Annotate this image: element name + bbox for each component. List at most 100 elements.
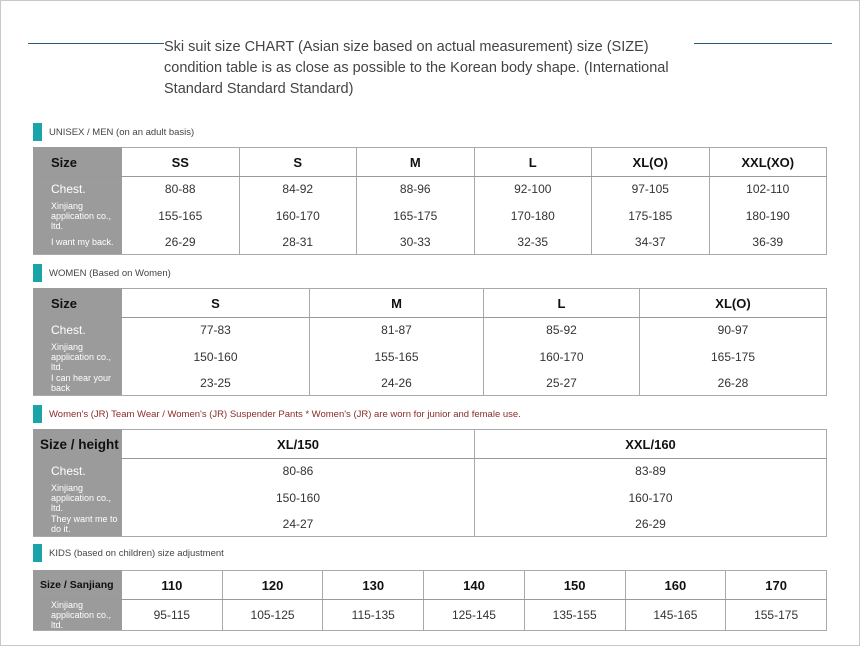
section-marker	[33, 544, 42, 562]
section-title: UNISEX / MEN (on an adult basis)	[49, 126, 195, 138]
size-cell: 150	[523, 570, 626, 600]
value-cell: 115-135	[322, 599, 425, 631]
value-cell: 160-170	[474, 482, 827, 513]
table-row: I want my back. 26-29 28-31 30-33 32-35 …	[33, 230, 827, 255]
size-table-kids: Size / Sanjiang 110 120 130 140 150 160 …	[33, 570, 827, 631]
size-table-junior: Size / height XL/150 XXL/160 Chest. 80-8…	[33, 429, 827, 537]
value-cell: 165-175	[639, 341, 827, 372]
value-cell: 155-165	[309, 341, 484, 372]
value-cell: 25-27	[483, 371, 640, 396]
value-cell: 165-175	[356, 200, 475, 231]
size-label: Size	[33, 147, 122, 177]
size-cell: SS	[121, 147, 240, 177]
value-cell: 90-97	[639, 317, 827, 342]
value-cell: 150-160	[121, 482, 475, 513]
table-row: Chest. 77-83 81-87 85-92 90-97	[33, 317, 827, 342]
size-cell: L	[473, 147, 592, 177]
value-cell: 92-100	[473, 176, 592, 201]
value-cell: 81-87	[309, 317, 484, 342]
table-row: I can hear your back 23-25 24-26 25-27 2…	[33, 371, 827, 396]
value-cell: 135-155	[523, 599, 626, 631]
header-rule-left	[28, 43, 164, 44]
value-cell: 105-125	[221, 599, 324, 631]
value-cell: 155-165	[121, 200, 240, 231]
row-label: I can hear your back	[33, 371, 122, 396]
row-label: Xinjiang application co., ltd.	[33, 599, 122, 631]
size-cell: 110	[121, 570, 223, 600]
size-cell: XL/150	[121, 429, 475, 459]
value-cell: 24-26	[309, 371, 484, 396]
value-cell: 77-83	[121, 317, 310, 342]
section-title: Women's (JR) Team Wear / Women's (JR) Su…	[49, 408, 521, 420]
section-header-men: UNISEX / MEN (on an adult basis)	[33, 123, 194, 141]
value-cell: 26-28	[639, 371, 827, 396]
size-cell: S	[121, 288, 310, 318]
row-label: I want my back.	[33, 230, 122, 255]
size-table-men: Size SS S M L XL(O) XXL(XO) Chest. 80-88…	[33, 147, 827, 255]
header-rule-right	[694, 43, 832, 44]
section-title: WOMEN (Based on Women)	[49, 267, 171, 279]
size-cell: M	[309, 288, 484, 318]
table-row: They want me to do it. 24-27 26-29	[33, 512, 827, 537]
table-row: Xinjiang application co., ltd. 150-160 1…	[33, 482, 827, 513]
value-cell: 26-29	[121, 230, 240, 255]
value-cell: 95-115	[121, 599, 223, 631]
row-label: Chest.	[33, 317, 122, 342]
size-cell: XXL(XO)	[708, 147, 827, 177]
section-marker	[33, 123, 42, 141]
value-cell: 102-110	[708, 176, 827, 201]
table-row: Chest. 80-88 84-92 88-96 92-100 97-105 1…	[33, 176, 827, 201]
value-cell: 85-92	[483, 317, 640, 342]
value-cell: 160-170	[238, 200, 357, 231]
value-cell: 175-185	[591, 200, 710, 231]
size-cell: 170	[725, 570, 827, 600]
table-header-row: Size S M L XL(O)	[33, 288, 827, 318]
row-label: Chest.	[33, 458, 122, 483]
section-header-women: WOMEN (Based on Women)	[33, 264, 171, 282]
value-cell: 24-27	[121, 512, 475, 537]
value-cell: 145-165	[624, 599, 727, 631]
table-row: Xinjiang application co., ltd. 95-115 10…	[33, 599, 827, 631]
intro-text: Ski suit size CHART (Asian size based on…	[164, 39, 669, 97]
size-label: Size	[33, 288, 122, 318]
section-marker	[33, 405, 42, 423]
size-cell: 140	[423, 570, 525, 600]
table-row: Chest. 80-86 83-89	[33, 458, 827, 483]
value-cell: 155-175	[725, 599, 827, 631]
value-cell: 125-145	[423, 599, 525, 631]
row-label: Xinjiang application co., ltd.	[33, 200, 122, 231]
row-label: They want me to do it.	[33, 512, 122, 537]
table-header-row: Size / Sanjiang 110 120 130 140 150 160 …	[33, 570, 827, 600]
value-cell: 80-86	[121, 458, 475, 483]
size-label: Size / height	[33, 429, 122, 459]
size-cell: 130	[322, 570, 425, 600]
size-table-women: Size S M L XL(O) Chest. 77-83 81-87 85-9…	[33, 288, 827, 396]
table-row: Xinjiang application co., ltd. 150-160 1…	[33, 341, 827, 372]
row-label: Xinjiang application co., ltd.	[33, 482, 122, 513]
value-cell: 88-96	[356, 176, 475, 201]
section-title: KIDS (based on children) size adjustment	[49, 547, 224, 559]
row-label: Chest.	[33, 176, 122, 201]
value-cell: 180-190	[708, 200, 827, 231]
value-cell: 150-160	[121, 341, 310, 372]
value-cell: 80-88	[121, 176, 240, 201]
size-cell: XL(O)	[591, 147, 710, 177]
size-cell: S	[238, 147, 357, 177]
value-cell: 84-92	[238, 176, 357, 201]
size-cell: L	[483, 288, 640, 318]
value-cell: 83-89	[474, 458, 827, 483]
size-cell: M	[356, 147, 475, 177]
size-cell: 160	[624, 570, 727, 600]
row-label: Xinjiang application co., ltd.	[33, 341, 122, 372]
section-header-junior: Women's (JR) Team Wear / Women's (JR) Su…	[33, 405, 521, 423]
size-label: Size / Sanjiang	[33, 570, 122, 600]
value-cell: 26-29	[474, 512, 827, 537]
value-cell: 34-37	[591, 230, 710, 255]
value-cell: 30-33	[356, 230, 475, 255]
value-cell: 28-31	[238, 230, 357, 255]
section-header-kids: KIDS (based on children) size adjustment	[33, 544, 224, 562]
value-cell: 97-105	[591, 176, 710, 201]
table-header-row: Size / height XL/150 XXL/160	[33, 429, 827, 459]
value-cell: 160-170	[483, 341, 640, 372]
value-cell: 32-35	[473, 230, 592, 255]
